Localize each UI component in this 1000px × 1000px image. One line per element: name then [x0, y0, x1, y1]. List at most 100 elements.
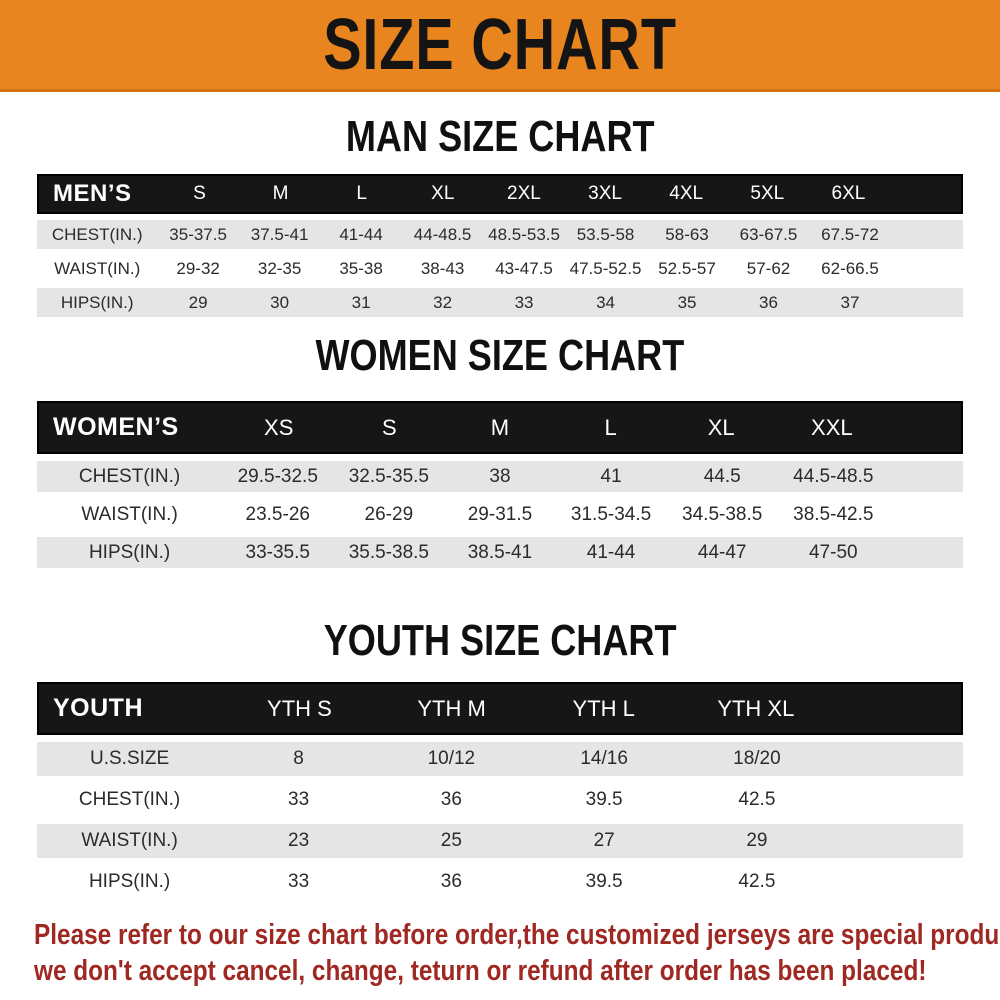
size-value-cell: 53.5-58	[576, 224, 635, 244]
row-label: HIPS(IN.)	[88, 871, 171, 892]
women-size-chart-title: WOMEN SIZE CHART	[315, 331, 685, 380]
measurement-row: CHEST(IN.) 35-37.5 37.5-41 41-44 44-48.5 48.5…	[37, 220, 963, 249]
size-value-cell: 33	[288, 871, 310, 892]
size-value-cell: 44.5-48.5	[793, 465, 874, 487]
size-value-cell: 44-47	[697, 541, 747, 563]
row-label: CHEST(IN.)	[78, 465, 181, 487]
size-value-cell: 41	[600, 465, 622, 487]
size-value-cell: 32	[433, 292, 453, 312]
size-value-cell: 29-31.5	[467, 503, 533, 525]
size-value-cell: 62-66.5	[821, 258, 879, 278]
measurement-row: CHEST(IN.) 29.5-32.5 32.5-35.5 38 41 44.5 44.5…	[37, 461, 963, 492]
size-value-cell: 35.5-38.5	[348, 541, 429, 563]
size-header-cell: M	[490, 414, 510, 440]
size-value-cell: 29	[746, 830, 768, 851]
size-header-cell: L	[356, 183, 367, 204]
youth-size-chart-title: YOUTH SIZE CHART	[323, 616, 677, 665]
size-value-cell: 38-43	[420, 258, 465, 278]
men-table-header-bar: MEN’S S M L XL 2XL 3XL 4XL 5XL 6XL	[37, 174, 963, 214]
row-label: WAIST(IN.)	[81, 503, 178, 525]
size-value-cell: 41-44	[339, 224, 383, 244]
size-value-cell: 39.5	[585, 789, 623, 810]
size-value-cell: 47-50	[808, 541, 858, 563]
size-value-cell: 67.5-72	[821, 224, 879, 244]
size-value-cell: 35-38	[339, 258, 383, 278]
row-label: WAIST(IN.)	[81, 830, 178, 851]
size-header-cell: S	[381, 414, 397, 440]
size-value-cell: 23	[288, 830, 310, 851]
row-label: HIPS(IN.)	[88, 541, 171, 563]
size-value-cell: 30	[270, 292, 290, 312]
size-header-cell: XXL	[811, 414, 853, 440]
size-value-cell: 29.5-32.5	[237, 465, 318, 487]
women-size-table: WOMEN’S XS S M L XL XXL CHEST(IN.) 29.5-32.5 32.…	[37, 401, 963, 568]
size-value-cell: 33-35.5	[245, 541, 310, 563]
size-value-cell: 38.5-42.5	[793, 503, 874, 525]
table-group-label: WOMEN’S	[53, 413, 179, 441]
size-value-cell: 10/12	[427, 748, 476, 769]
size-header-cell: M	[272, 183, 289, 204]
row-label: HIPS(IN.)	[60, 292, 134, 312]
size-value-cell: 33	[288, 789, 310, 810]
size-header-cell: S	[193, 183, 206, 204]
measurement-row: HIPS(IN.) 29 30 31 32 33 34 35 36 37	[37, 288, 963, 317]
measurement-row: WAIST(IN.) 23 25 27 29	[37, 824, 963, 858]
women-table-header-bar: WOMEN’S XS S M L XL XXL	[37, 401, 963, 454]
size-value-cell: 42.5	[738, 871, 776, 892]
size-value-cell: 34	[596, 292, 615, 312]
size-header-cell: XL	[707, 414, 735, 440]
row-label: U.S.SIZE	[90, 748, 170, 769]
size-header-cell: 4XL	[669, 183, 704, 204]
size-value-cell: 8	[293, 748, 304, 769]
men-size-table: MEN’S S M L XL 2XL 3XL 4XL 5XL 6XL CHEST(IN.) 35-3…	[37, 174, 963, 317]
measurement-row: WAIST(IN.) 23.5-26 26-29 29-31.5 31.5-34.5 34…	[37, 499, 963, 530]
man-size-chart-title: MAN SIZE CHART	[345, 112, 655, 161]
size-value-cell: 32-35	[257, 258, 302, 278]
men-table-rows: CHEST(IN.) 35-37.5 37.5-41 41-44 44-48.5 48.5…	[37, 220, 963, 317]
size-value-cell: 52.5-57	[658, 258, 716, 278]
size-chart-banner: SIZE CHART	[0, 0, 1000, 92]
size-value-cell: 38.5-41	[467, 541, 533, 563]
youth-table-header-bar: YOUTH YTH S YTH M YTH L YTH XL	[37, 682, 963, 735]
disclaimer-line-2: we don't accept cancel, change, teturn o…	[34, 955, 927, 987]
size-value-cell: 36	[440, 871, 462, 892]
size-value-cell: 44-48.5	[413, 224, 472, 244]
size-value-cell: 29-32	[176, 258, 220, 278]
disclaimer-note: Please refer to our size chart before or…	[0, 917, 1000, 989]
banner-title: SIZE CHART	[323, 4, 677, 85]
size-value-cell: 39.5	[585, 871, 623, 892]
measurement-row: U.S.SIZE 8 10/12 14/16 18/20	[37, 742, 963, 776]
size-value-cell: 58-63	[665, 224, 709, 244]
youth-table-rows: U.S.SIZE 8 10/12 14/16 18/20 CHEST(IN.) 33 36 39…	[37, 742, 963, 899]
size-value-cell: 43-47.5	[495, 258, 553, 278]
table-group-label: MEN’S	[53, 180, 132, 207]
size-value-cell: 31	[351, 292, 371, 312]
size-value-cell: 48.5-53.5	[488, 224, 560, 244]
size-header-cell: YTH S	[267, 695, 332, 721]
table-group-label: YOUTH	[53, 694, 143, 722]
size-header-cell: 5XL	[750, 183, 785, 204]
measurement-row: WAIST(IN.) 29-32 32-35 35-38 38-43 43-47.5 47.…	[37, 254, 963, 283]
size-value-cell: 38	[489, 465, 511, 487]
size-value-cell: 23.5-26	[245, 503, 310, 525]
size-header-cell: 2XL	[507, 183, 541, 204]
size-value-cell: 35-37.5	[169, 224, 227, 244]
size-value-cell: 57-62	[746, 258, 791, 278]
size-header-cell: XL	[431, 183, 455, 204]
size-header-cell: 6XL	[831, 183, 866, 204]
size-value-cell: 26-29	[364, 503, 414, 525]
women-table-rows: CHEST(IN.) 29.5-32.5 32.5-35.5 38 41 44.5 44.5…	[37, 461, 963, 568]
measurement-row: HIPS(IN.) 33-35.5 35.5-38.5 38.5-41 41-44 44-…	[37, 537, 963, 568]
size-value-cell: 29	[188, 292, 208, 312]
size-value-cell: 34.5-38.5	[682, 503, 763, 525]
youth-size-table: YOUTH YTH S YTH M YTH L YTH XL U.S.SIZE 8 10/1…	[37, 682, 963, 899]
size-value-cell: 18/20	[733, 748, 781, 769]
size-value-cell: 31.5-34.5	[570, 503, 652, 525]
size-header-cell: L	[604, 414, 617, 440]
size-value-cell: 35	[677, 292, 697, 312]
row-label: WAIST(IN.)	[54, 258, 141, 278]
size-value-cell: 41-44	[586, 541, 636, 563]
row-label: CHEST(IN.)	[78, 789, 181, 810]
size-value-cell: 47.5-52.5	[569, 258, 642, 278]
measurement-row: CHEST(IN.) 33 36 39.5 42.5	[37, 783, 963, 817]
